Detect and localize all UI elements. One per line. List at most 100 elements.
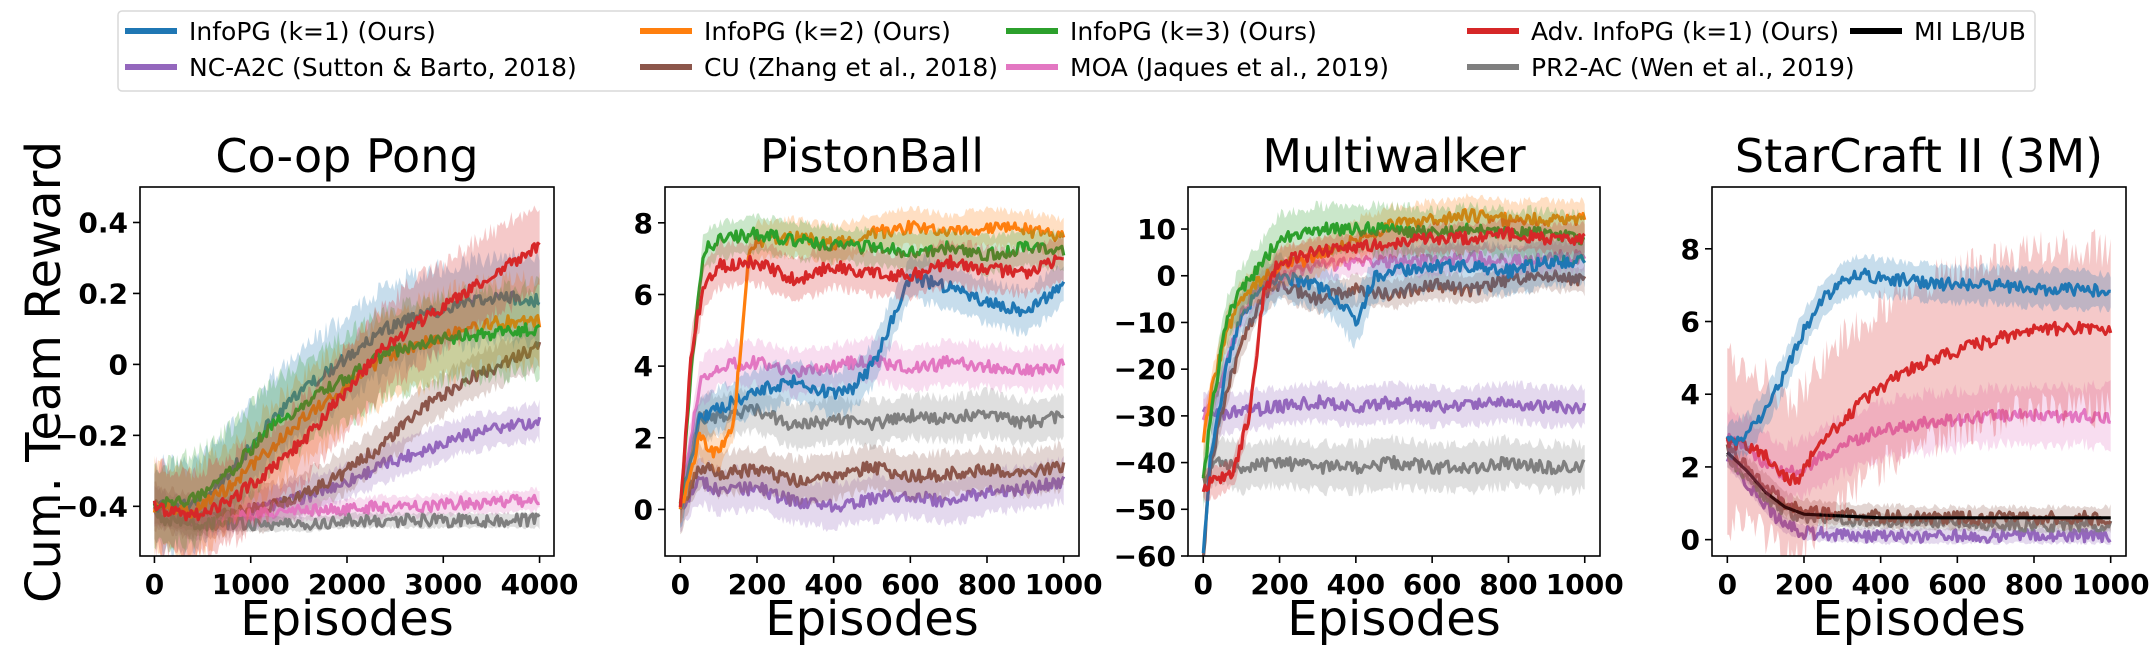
y-tick-label: −60 bbox=[1114, 540, 1176, 573]
series-line bbox=[1201, 221, 1586, 479]
y-tick-label: 0 bbox=[109, 348, 128, 381]
legend: InfoPG (k=1) (Ours) InfoPG (k=2) (Ours) In… bbox=[117, 10, 2036, 92]
series-line bbox=[1201, 455, 1586, 485]
y-tick-label: 0.2 bbox=[78, 277, 128, 310]
series-infopg-k-3-ours bbox=[678, 213, 1066, 525]
x-tick-label: 400 bbox=[804, 568, 862, 601]
x-tick-label: 0 bbox=[1718, 568, 1737, 601]
x-tick-label: 0 bbox=[145, 568, 164, 601]
legend-item-infopg-k-3-ours: InfoPG (k=3) (Ours) bbox=[1006, 17, 1317, 46]
panel-title: Co-op Pong bbox=[215, 129, 478, 183]
y-tick-label: 0 bbox=[1681, 524, 1700, 557]
y-tick-label: −20 bbox=[1114, 353, 1176, 386]
x-tick-label: 600 bbox=[881, 568, 939, 601]
x-tick-label: 600 bbox=[1928, 568, 1986, 601]
x-tick-label: 200 bbox=[1250, 568, 1308, 601]
series-cu-zhang-et-al-2018 bbox=[678, 440, 1066, 535]
legend-item-infopg-k-2-ours: InfoPG (k=2) (Ours) bbox=[640, 17, 951, 46]
plot-area bbox=[678, 205, 1066, 535]
series-band bbox=[680, 253, 1064, 528]
y-tick-label: 6 bbox=[1681, 306, 1700, 339]
x-tick-label: 1000 bbox=[2072, 568, 2150, 601]
panel-title: PistonBall bbox=[760, 129, 984, 183]
y-tick-label: −0.4 bbox=[55, 490, 128, 523]
x-tick-label: 1000 bbox=[1025, 568, 1103, 601]
series-line bbox=[1726, 451, 2111, 520]
series-band bbox=[680, 334, 1064, 526]
series-line bbox=[1725, 455, 2112, 544]
legend-item-pr2-ac-wen-et-al-2019: PR2-AC (Wen et al., 2019) bbox=[1467, 53, 1855, 82]
series-line bbox=[152, 322, 541, 512]
x-tick-label: 4000 bbox=[501, 568, 579, 601]
x-tick-label: 0 bbox=[671, 568, 690, 601]
y-tick-label: −30 bbox=[1114, 400, 1176, 433]
y-tick-label: 8 bbox=[634, 207, 653, 240]
series-infopg-k-1-ours bbox=[1725, 253, 2111, 461]
y-tick-label: 0 bbox=[1157, 260, 1176, 293]
y-tick-label: 2 bbox=[1681, 451, 1700, 484]
series-line bbox=[1725, 408, 2111, 481]
y-tick-label: −0.2 bbox=[55, 419, 128, 452]
series-band bbox=[1727, 253, 2111, 461]
series-band bbox=[1203, 379, 1585, 438]
axes-frame bbox=[1711, 186, 2127, 557]
legend-label: NC-A2C (Sutton & Barto, 2018) bbox=[189, 53, 577, 82]
series-line bbox=[1201, 226, 1586, 493]
x-tick-label: 200 bbox=[728, 568, 786, 601]
series-band bbox=[680, 205, 1064, 524]
y-tick-label: 8 bbox=[1681, 233, 1700, 266]
series-line bbox=[153, 509, 541, 532]
legend-item-cu-zhang-et-al-2018: CU (Zhang et al., 2018) bbox=[640, 53, 998, 82]
legend-label: CU (Zhang et al., 2018) bbox=[704, 53, 998, 82]
x-tick-label: 600 bbox=[1403, 568, 1461, 601]
x-tick-label: 1000 bbox=[212, 568, 290, 601]
series-band bbox=[680, 440, 1064, 535]
series-infopg-k-2-ours bbox=[678, 205, 1066, 524]
axes-frame bbox=[664, 186, 1080, 557]
series-line bbox=[679, 270, 1066, 510]
legend-label: InfoPG (k=1) (Ours) bbox=[189, 17, 436, 46]
y-tick-label: 2 bbox=[634, 422, 653, 455]
legend-label: MOA (Jaques et al., 2019) bbox=[1070, 53, 1389, 82]
series-line bbox=[1725, 267, 2111, 447]
x-tick-label: 3000 bbox=[404, 568, 482, 601]
legend-item-adv-infopg-k-1-ours: Adv. InfoPG (k=1) (Ours) bbox=[1467, 17, 1839, 46]
legend-label: PR2-AC (Wen et al., 2019) bbox=[1531, 53, 1855, 82]
y-tick-label: 10 bbox=[1137, 213, 1176, 246]
legend-item-moa-jaques-et-al-2019: MOA (Jaques et al., 2019) bbox=[1006, 53, 1389, 82]
y-tick-label: 0 bbox=[634, 493, 653, 526]
y-tick-label: −40 bbox=[1114, 447, 1176, 480]
x-tick-label: 800 bbox=[958, 568, 1016, 601]
y-tick-label: 4 bbox=[634, 350, 653, 383]
y-tick-label: 4 bbox=[1681, 378, 1700, 411]
series-pr2-ac-wen-et-al-2019 bbox=[1201, 429, 1586, 504]
y-tick-label: −50 bbox=[1114, 493, 1176, 526]
series-adv-infopg-k-1-ours bbox=[152, 205, 541, 556]
panels: 0 1000 2000 3000 4000−0.4−0.200.20.4Co-op Po… bbox=[55, 129, 2150, 647]
panel-title: StarCraft II (3M) bbox=[1735, 129, 2103, 183]
series-line bbox=[679, 403, 1065, 510]
series-line bbox=[1725, 453, 2113, 533]
legend-label: Adv. InfoPG (k=1) (Ours) bbox=[1531, 17, 1839, 46]
legend-item-nc-a2c-sutton-barto-2018: NC-A2C (Sutton & Barto, 2018) bbox=[125, 53, 577, 82]
series-adv-infopg-k-1-ours bbox=[678, 234, 1064, 528]
series-line bbox=[678, 226, 1066, 504]
legend-item-infopg-k-1-ours: InfoPG (k=1) (Ours) bbox=[125, 17, 436, 46]
series-line bbox=[152, 241, 541, 522]
x-tick-label: 400 bbox=[1851, 568, 1909, 601]
x-tick-label: 2000 bbox=[308, 568, 386, 601]
series-pr2-ac-wen-et-al-2019 bbox=[679, 384, 1065, 531]
series-band bbox=[154, 205, 540, 556]
legend-label: InfoPG (k=3) (Ours) bbox=[1070, 17, 1317, 46]
series-line bbox=[152, 290, 541, 514]
legend-frame bbox=[117, 10, 2036, 92]
plot-area bbox=[1201, 192, 1587, 556]
series-nc-a2c-sutton-barto-2018 bbox=[1201, 379, 1587, 438]
x-axis-label: Episodes bbox=[240, 591, 454, 647]
series-line bbox=[678, 254, 1064, 508]
panel-starcraft-ii-3m: 0 200 400 600 800 1000 0 2 4 6 8 StarCraft II (3M) E… bbox=[1681, 129, 2150, 647]
y-axis-label: Cum. Team Reward bbox=[16, 141, 72, 603]
x-tick-label: 1000 bbox=[1546, 568, 1624, 601]
legend-item-mi-lb-ub: MI LB/UB bbox=[1850, 17, 2026, 46]
series-line bbox=[679, 475, 1066, 513]
